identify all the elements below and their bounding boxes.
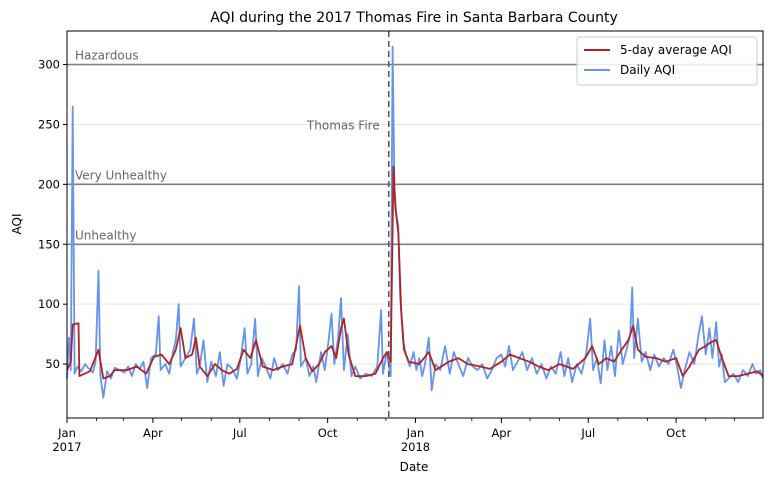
reference-label: Unhealthy	[75, 228, 136, 242]
series-line	[66, 165, 764, 380]
x-tick-label: Apr	[491, 426, 511, 440]
legend-entry: Daily AQI	[620, 63, 675, 77]
grid-layer	[67, 64, 763, 365]
y-tick-label: 250	[38, 117, 60, 131]
x-tick-label: Jul	[232, 426, 247, 440]
x-tick-label: Oct	[318, 426, 338, 440]
y-tick-label: 200	[38, 177, 60, 191]
legend-box	[576, 36, 758, 86]
x-tick-sublabel: 2018	[401, 440, 430, 454]
legend-entry: 5-day average AQI	[620, 43, 732, 57]
x-tick-label: Jan	[406, 426, 425, 440]
x-tick-label: Apr	[143, 426, 163, 440]
event-marker: Thomas Fire	[306, 31, 390, 418]
event-label: Thomas Fire	[306, 118, 380, 132]
x-axis-label: Date	[400, 460, 429, 474]
chart-title: AQI during the 2017 Thomas Fire in Santa…	[210, 10, 618, 26]
reference-lines: Unhealthy Very Unhealthy Hazardous	[67, 49, 763, 246]
y-tick-label: 100	[38, 297, 60, 311]
x-tick-label: Jan	[57, 426, 76, 440]
y-axis: 50 100 150 200 250 300	[38, 58, 67, 371]
y-tick-label: 300	[38, 58, 60, 72]
y-tick-label: 150	[38, 237, 60, 251]
x-tick-label: Oct	[666, 426, 686, 440]
y-axis-label: AQI	[10, 214, 24, 235]
reference-label: Very Unhealthy	[75, 168, 167, 182]
x-tick-label: Jul	[580, 426, 595, 440]
series-layer	[66, 45, 764, 399]
legend: 5-day average AQI Daily AQI	[576, 36, 758, 86]
y-tick-label: 50	[45, 357, 60, 371]
reference-label: Hazardous	[75, 49, 139, 63]
x-tick-sublabel: 2017	[52, 440, 81, 454]
series-line	[66, 45, 764, 399]
